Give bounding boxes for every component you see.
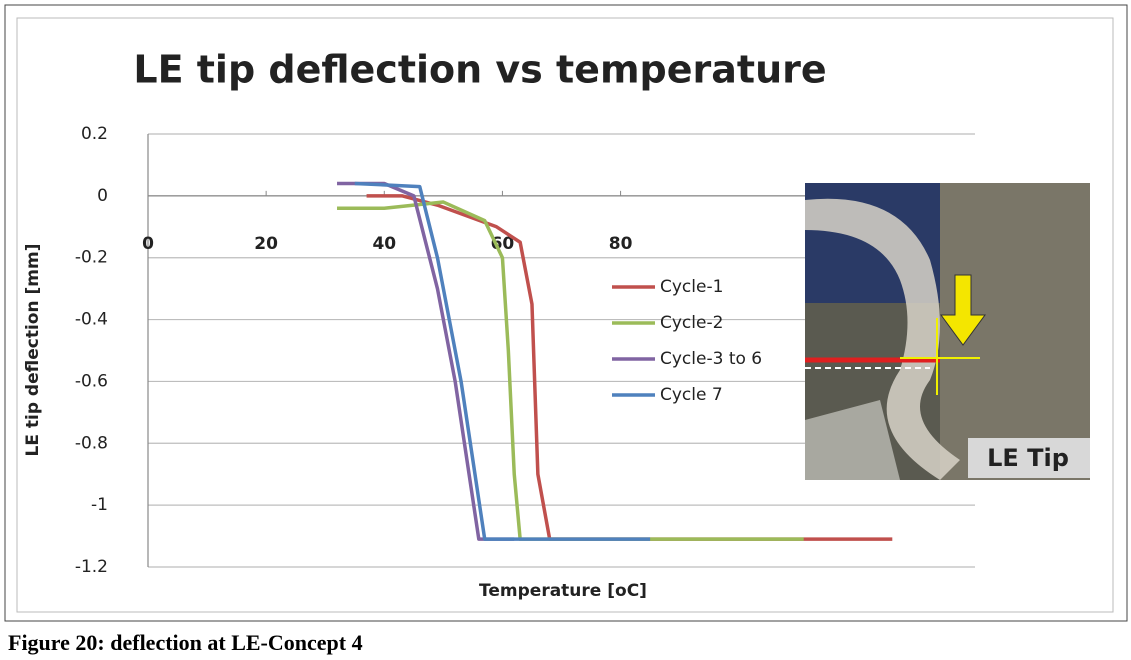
legend-label: Cycle-2 (660, 313, 723, 333)
photo-part (805, 400, 900, 480)
y-tick-label: -0.8 (75, 433, 108, 453)
x-tick-label: 20 (254, 234, 278, 254)
y-tick-label: 0.2 (81, 124, 108, 144)
x-tick-label: 40 (372, 234, 396, 254)
y-axis-label: LE tip deflection [mm] (23, 244, 43, 457)
x-axis-label: Temperature [oC] (479, 581, 647, 601)
series-line (337, 181, 515, 541)
inset-photo: LE Tip (805, 183, 1090, 480)
photo-part (805, 198, 960, 480)
series-line (337, 200, 804, 541)
chart-title: LE tip deflection vs temperature (133, 48, 826, 92)
photo-arrow (940, 274, 986, 346)
series-line (354, 181, 651, 541)
legend-label: Cycle-1 (660, 277, 723, 297)
y-tick-label: -0.6 (75, 371, 108, 391)
chart-frame (16, 17, 1114, 613)
x-tick-label: 0 (142, 234, 154, 254)
y-tick-label: -0.4 (75, 310, 108, 330)
legend-label: Cycle 7 (660, 385, 723, 405)
inset-label: LE Tip (987, 444, 1069, 472)
y-tick-label: -1 (91, 495, 108, 515)
y-tick-label: 0 (97, 186, 108, 206)
figure-frame (4, 4, 1128, 622)
y-tick-label: -0.2 (75, 248, 108, 268)
figure-caption: Figure 20: deflection at LE-Concept 4 (8, 630, 363, 655)
y-tick-label: -1.2 (75, 557, 108, 577)
inset-label-box (968, 438, 1090, 478)
x-tick-label: 80 (609, 234, 633, 254)
legend-label: Cycle-3 to 6 (660, 349, 762, 369)
